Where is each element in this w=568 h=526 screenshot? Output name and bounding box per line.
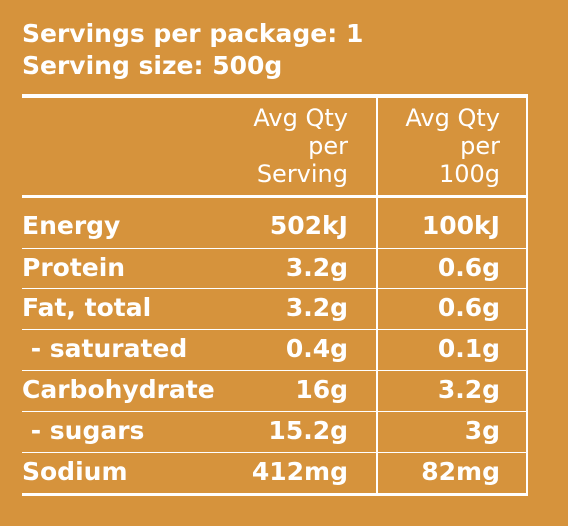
row-divider	[22, 248, 528, 249]
value-per-serving: 15.2g	[268, 416, 348, 445]
column-header-line: per	[308, 132, 348, 160]
nutrient-label: Fat, total	[22, 293, 152, 322]
column-header-per-serving: Avg Qty per Serving	[253, 104, 348, 188]
value-per-100g: 100kJ	[421, 211, 500, 240]
table-row: - saturated 0.4g 0.1g	[0, 329, 568, 369]
value-per-100g: 3.2g	[437, 375, 500, 404]
value-per-100g: 0.6g	[437, 253, 500, 282]
column-divider-2	[526, 96, 528, 495]
table-row: Carbohydrate 16g 3.2g	[0, 370, 568, 410]
column-header-line: 100g	[438, 160, 500, 188]
row-divider	[22, 370, 528, 371]
value-per-serving: 0.4g	[285, 334, 348, 363]
column-divider-1	[376, 96, 378, 495]
nutrient-label: Energy	[22, 211, 121, 240]
column-header-per-100g: Avg Qty per 100g	[405, 104, 500, 188]
value-per-100g: 3g	[464, 416, 500, 445]
row-divider	[22, 411, 528, 412]
serving-size: Serving size: 500g	[22, 51, 283, 80]
column-header-line: Avg Qty	[405, 104, 500, 132]
panel-header: Servings per package: 1 Serving size: 50…	[22, 18, 363, 82]
value-per-100g: 82mg	[421, 457, 500, 486]
nutrient-label: - saturated	[22, 334, 188, 363]
table-row: Protein 3.2g 0.6g	[0, 248, 568, 288]
value-per-100g: 0.1g	[437, 334, 500, 363]
column-header-line: Avg Qty	[253, 104, 348, 132]
row-divider	[22, 288, 528, 289]
bottom-rule	[22, 493, 528, 496]
row-divider	[22, 452, 528, 453]
column-header-line: per	[460, 132, 500, 160]
nutrient-label: Carbohydrate	[22, 375, 215, 404]
servings-per-package: Servings per package: 1	[22, 19, 364, 48]
nutrient-label: - sugars	[22, 416, 145, 445]
value-per-serving: 502kJ	[269, 211, 348, 240]
value-per-serving: 3.2g	[285, 253, 348, 282]
value-per-100g: 0.6g	[437, 293, 500, 322]
table-row: Sodium 412mg 82mg	[0, 452, 568, 492]
table-row: Fat, total 3.2g 0.6g	[0, 288, 568, 328]
table-row: Energy 502kJ 100kJ	[0, 206, 568, 246]
value-per-serving: 412mg	[251, 457, 348, 486]
nutrient-label: Sodium	[22, 457, 128, 486]
nutrient-label: Protein	[22, 253, 126, 282]
row-divider	[22, 329, 528, 330]
top-rule	[22, 94, 528, 98]
value-per-serving: 16g	[295, 375, 348, 404]
header-rule	[22, 195, 528, 198]
table-row: - sugars 15.2g 3g	[0, 411, 568, 451]
value-per-serving: 3.2g	[285, 293, 348, 322]
column-header-line: Serving	[256, 160, 348, 188]
